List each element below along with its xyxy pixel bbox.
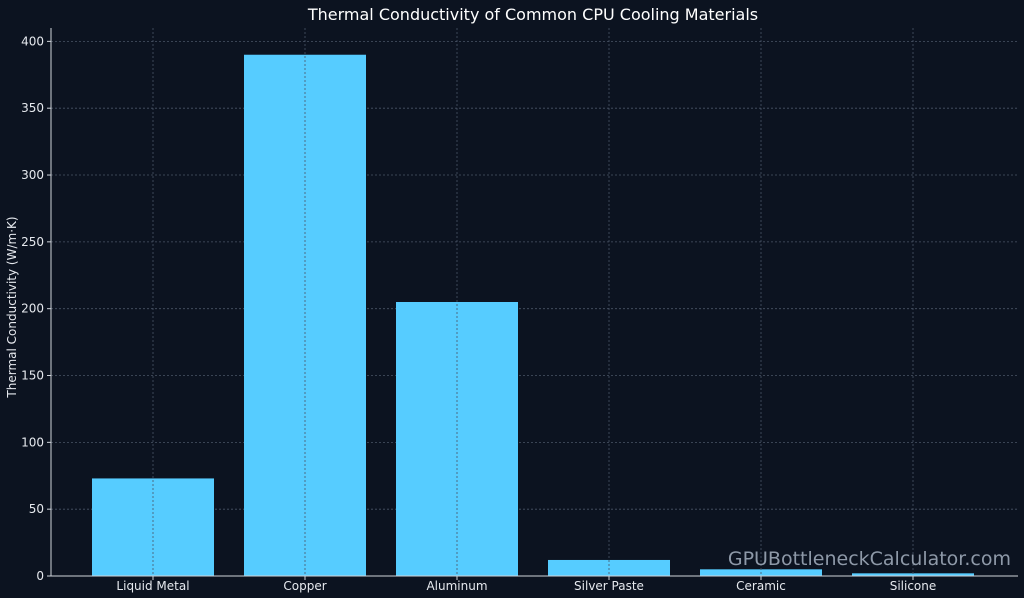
y-tick-label: 50	[29, 502, 44, 516]
chart-title: Thermal Conductivity of Common CPU Cooli…	[307, 5, 758, 24]
y-tick-label: 300	[21, 168, 44, 182]
x-tick-label: Aluminum	[426, 579, 487, 593]
axes	[47, 28, 1018, 580]
y-tick-label: 100	[21, 435, 44, 449]
y-tick-label: 150	[21, 369, 44, 383]
y-tick-label: 0	[36, 569, 44, 583]
y-tick-label: 350	[21, 101, 44, 115]
y-axis-label: Thermal Conductivity (W/m·K)	[5, 216, 19, 398]
x-tick-label: Ceramic	[736, 579, 786, 593]
watermark: GPUBottleneckCalculator.com	[728, 548, 1011, 570]
x-tick-label: Silicone	[890, 579, 937, 593]
x-tick-label: Silver Paste	[574, 579, 644, 593]
bar-silver-paste	[548, 559, 670, 576]
vertical-grid-lines	[152, 28, 914, 576]
bar-liquid-metal	[92, 478, 214, 576]
y-tick-label: 400	[21, 34, 44, 48]
bar-aluminum	[396, 302, 518, 576]
grid-lines	[51, 40, 1018, 510]
bar-silicone	[852, 573, 974, 576]
y-tick-label: 250	[21, 235, 44, 249]
y-tick-labels: 0 50 100 150 200 250 300 350 400	[21, 34, 44, 583]
x-tick-label: Copper	[283, 579, 326, 593]
bars	[92, 54, 974, 577]
x-tick-labels: Liquid Metal Copper Aluminum Silver Paste Ce…	[116, 579, 936, 593]
y-tick-label: 200	[21, 302, 44, 316]
x-tick-label: Liquid Metal	[116, 579, 189, 593]
